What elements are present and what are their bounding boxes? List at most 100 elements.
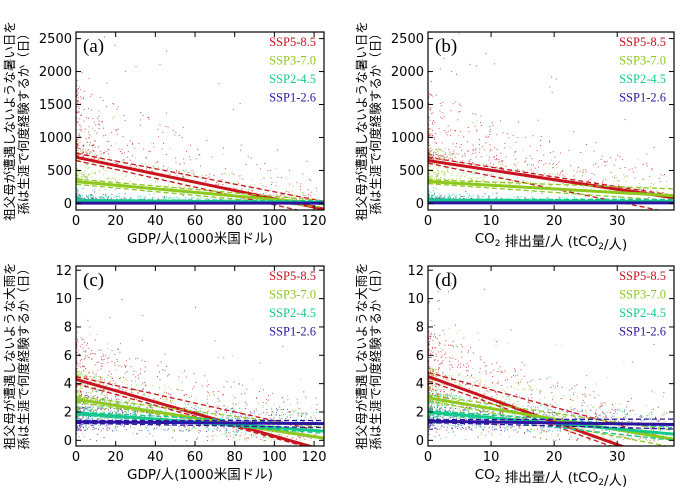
- x-axis-label: CO2 排出量/人 (tCO2/人): [475, 231, 628, 253]
- x-tick-label: 0: [424, 214, 432, 229]
- x-tick-label: 120: [302, 214, 327, 229]
- y-tick-label: 12: [55, 264, 72, 279]
- y-tick-label: 1000: [391, 131, 424, 146]
- legend-entry: SSP1-2.6: [269, 325, 316, 339]
- ci-upper-SSP5-8.5: [428, 156, 674, 197]
- panel-b: 0 10 20 30 0 500 1000 1500 2000 2500 (b) SSP5-8.5 SS…: [354, 21, 675, 253]
- x-tick-label: 80: [226, 214, 243, 229]
- legend-entry: SSP2-4.5: [269, 72, 316, 86]
- fit-lines: [76, 375, 324, 446]
- y-tick-label: 4: [416, 377, 424, 392]
- x-tick-label: 0: [72, 450, 80, 465]
- y-tick-label: 6: [416, 349, 424, 364]
- x-tick-label: 0: [72, 214, 80, 229]
- x-tick-label: 30: [609, 214, 626, 229]
- legend-entry: SSP2-4.5: [619, 72, 666, 86]
- x-tick-label: 20: [546, 214, 563, 229]
- x-axis-label: GDP/人(1000米国ドル): [127, 467, 273, 483]
- y-tick-label: 500: [47, 164, 72, 179]
- x-tick-label: 60: [187, 450, 204, 465]
- x-tick-label: 20: [107, 450, 124, 465]
- y-axis-label-line: 孫は生涯で何度経験するか（日）: [368, 262, 383, 450]
- y-tick-label: 2: [416, 405, 424, 420]
- y-axis-label-line: 祖父母が遭遇しないような大雨を: [2, 262, 17, 449]
- y-axis-label-line: 祖父母が遭遇しないような暑い日を: [354, 21, 369, 221]
- y-axis-label-line: 孫は生涯で何度経験するか（日）: [368, 27, 383, 215]
- x-tick-label: 30: [609, 450, 626, 465]
- fit-lines: [428, 156, 674, 210]
- x-tick-label: 40: [147, 214, 164, 229]
- x-tick-label: 0: [424, 450, 432, 465]
- y-tick-label: 10: [407, 292, 424, 307]
- x-tick-label: 60: [187, 214, 204, 229]
- y-tick-label: 0: [416, 197, 424, 212]
- legend-entry: SSP3-7.0: [619, 288, 666, 302]
- ci-upper-SSP3-7.0: [428, 179, 674, 190]
- panel-label: (c): [83, 270, 104, 291]
- ci-lower-SSP1-2.6: [428, 421, 674, 430]
- legend-entry: SSP1-2.6: [619, 91, 666, 105]
- legend-entry: SSP3-7.0: [269, 54, 316, 68]
- x-tick-label: 80: [226, 450, 243, 465]
- ci-upper-SSP5-8.5: [76, 152, 324, 203]
- x-tick-label: 20: [107, 214, 124, 229]
- x-tick-label: 40: [147, 450, 164, 465]
- legend-entry: SSP5-8.5: [269, 35, 316, 49]
- fit-SSP5-8.5: [428, 159, 674, 200]
- legend-entry: SSP3-7.0: [619, 54, 666, 68]
- ci-lower-SSP3-7.0: [428, 400, 671, 446]
- x-tick-label: 10: [483, 214, 500, 229]
- y-tick-label: 0: [64, 434, 72, 449]
- panel-label: (d): [435, 270, 457, 291]
- ci-lower-SSP5-8.5: [428, 162, 662, 210]
- legend-entry: SSP5-8.5: [269, 269, 316, 283]
- x-tick-label: 10: [483, 450, 500, 465]
- y-tick-label: 0: [416, 434, 424, 449]
- plot-frame: [427, 31, 675, 211]
- y-tick-label: 10: [55, 292, 72, 307]
- y-tick-label: 1500: [39, 98, 72, 113]
- fit-SSP1-2.6: [76, 420, 324, 426]
- y-tick-label: 2: [64, 405, 72, 420]
- fit-SSP5-8.5: [428, 375, 626, 446]
- y-tick-label: 2500: [391, 32, 424, 47]
- y-tick-label: 500: [399, 164, 424, 179]
- y-axis-label-line: 祖父母が遭遇しないような大雨を: [354, 262, 369, 449]
- x-tick-label: 100: [262, 450, 287, 465]
- ci-lower-SSP1-2.6: [76, 422, 324, 429]
- y-tick-label: 1000: [39, 131, 72, 146]
- y-tick-label: 2000: [391, 65, 424, 80]
- ci-lower-SSP3-7.0: [76, 183, 324, 209]
- fit-SSP5-8.5: [76, 377, 315, 446]
- x-tick-label: 100: [262, 214, 287, 229]
- fit-SSP3-7.0: [428, 180, 674, 198]
- x-tick-label: 120: [302, 450, 327, 465]
- ci-upper-SSP1-2.6: [428, 418, 674, 421]
- legend-entry: SSP1-2.6: [619, 325, 666, 339]
- x-axis-label: CO2 排出量/人 (tCO2/人): [475, 467, 628, 489]
- x-axis-label: GDP/人(1000米国ドル): [127, 231, 273, 247]
- y-axis-label-line: 孫は生涯で何度経験するか（日）: [16, 262, 31, 450]
- y-tick-label: 8: [416, 320, 424, 335]
- y-tick-label: 8: [64, 320, 72, 335]
- legend-entry: SSP5-8.5: [619, 35, 666, 49]
- panel-c: 0 20 40 60 80 100 120 0 2 4 6 8 10 12 (c) SSP5-8.5 SSP3-…: [2, 262, 326, 483]
- ci-upper-SSP2-4.5: [76, 411, 324, 426]
- y-tick-label: 0: [64, 197, 72, 212]
- plot-frame: [75, 31, 325, 211]
- legend-entry: SSP3-7.0: [269, 288, 316, 302]
- panel-a: 0 20 40 60 80 100 120 0 500 1000 1500 2000 2500 (a) SS…: [2, 21, 326, 247]
- x-tick-label: 20: [546, 450, 563, 465]
- y-tick-label: 2000: [39, 65, 72, 80]
- panel-d: 0 10 20 30 0 2 4 6 8 10 12 (d) SSP5-8.5 SSP3-7.0 SSP2-…: [354, 262, 675, 489]
- legend-entry: SSP1-2.6: [269, 91, 316, 105]
- ci-lower-SSP3-7.0: [428, 182, 674, 202]
- y-tick-label: 6: [64, 349, 72, 364]
- y-axis-label-line: 孫は生涯で何度経験するか（日）: [16, 27, 31, 215]
- ci-lower-SSP2-4.5: [428, 412, 674, 441]
- fit-lines: [76, 152, 324, 210]
- y-tick-label: 1500: [391, 98, 424, 113]
- ci-lower-SSP5-8.5: [76, 159, 301, 210]
- y-tick-label: 12: [407, 264, 424, 279]
